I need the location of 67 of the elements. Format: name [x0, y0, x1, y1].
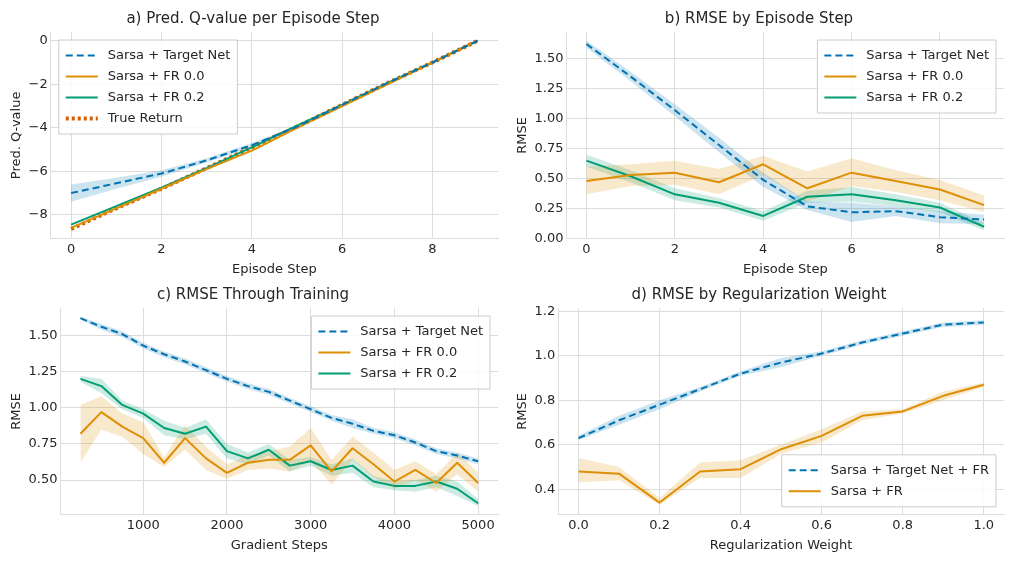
- y-tick-label: 0.50: [28, 471, 58, 487]
- x-tick-label: 2: [157, 240, 166, 256]
- x-tick-label: 6: [847, 240, 856, 256]
- x-tick-label: 5000: [461, 516, 495, 532]
- y-tick-label: 0.00: [534, 230, 564, 246]
- x-tick-label: 0.2: [649, 516, 670, 532]
- y-tick-label: 1.50: [28, 326, 58, 342]
- y-tick-label: 1.50: [534, 49, 564, 65]
- x-tick-label: 0: [66, 240, 76, 256]
- x-tick-label: 3000: [294, 516, 328, 532]
- x-tick-label: 0.6: [811, 516, 832, 532]
- y-axis-title: RMSE: [514, 117, 530, 154]
- y-tick-label: 0.8: [534, 391, 556, 407]
- chart-title: d) RMSE by Regularization Weight: [631, 284, 887, 303]
- y-tick-label: −6: [28, 162, 48, 178]
- legend-label: Sarsa + Target Net: [107, 46, 231, 62]
- y-axis-title: Pred. Q-value: [8, 91, 24, 180]
- x-tick-label: 1.0: [973, 516, 995, 532]
- chart-title: c) RMSE Through Training: [156, 284, 350, 303]
- y-tick-label: 0.4: [534, 480, 556, 496]
- y-tick-label: 1.25: [28, 363, 58, 379]
- y-tick-label: 0: [39, 32, 48, 48]
- y-tick-label: 1.25: [534, 79, 564, 95]
- legend-label: Sarsa + Target Net: [360, 322, 484, 338]
- x-tick-label: 8: [428, 240, 437, 256]
- legend-label: Sarsa + FR 0.2: [107, 88, 205, 104]
- x-tick-label: 0.8: [892, 516, 914, 532]
- x-tick-label: 0.0: [568, 516, 589, 532]
- x-tick-label: 1000: [126, 516, 160, 532]
- legend-label: True Return: [106, 109, 183, 125]
- y-tick-label: 0.50: [534, 170, 564, 186]
- legend-label: Sarsa + Target Net + FR: [830, 461, 990, 477]
- y-tick-label: −8: [28, 206, 48, 222]
- y-tick-label: −2: [28, 75, 48, 91]
- legend-label: Sarsa + FR 0.0: [360, 343, 458, 359]
- x-tick-label: 2: [670, 240, 679, 256]
- x-tick-label: 4000: [377, 516, 411, 532]
- chart-title: a) Pred. Q-value per Episode Step: [126, 8, 380, 27]
- chart-title: b) RMSE by Episode Step: [664, 8, 854, 27]
- y-tick-label: 0.25: [534, 200, 564, 216]
- x-tick-label: 8: [935, 240, 945, 256]
- x-tick-label: 4: [759, 240, 768, 256]
- y-axis-title: RMSE: [8, 393, 24, 430]
- legend-label: Sarsa + FR 0.0: [107, 67, 205, 83]
- x-tick-label: 2000: [210, 516, 244, 532]
- x-axis-title: Episode Step: [231, 260, 317, 276]
- y-tick-label: 1.00: [534, 109, 564, 125]
- y-axis-title: RMSE: [514, 393, 530, 430]
- y-tick-label: 1.0: [534, 347, 556, 363]
- x-axis-title: Episode Step: [742, 260, 828, 276]
- y-tick-label: −4: [28, 119, 48, 135]
- legend-label: Sarsa + FR 0.2: [360, 364, 458, 380]
- x-tick-label: 0: [582, 240, 591, 256]
- x-tick-label: 0.4: [730, 516, 751, 532]
- x-tick-label: 6: [338, 240, 347, 256]
- y-tick-label: 1.2: [534, 302, 556, 318]
- x-axis-title: Gradient Steps: [230, 536, 329, 552]
- y-tick-label: 0.6: [534, 436, 556, 452]
- x-tick-label: 4: [247, 240, 256, 256]
- x-axis-title: Regularization Weight: [709, 536, 853, 552]
- legend-label: Sarsa + FR 0.0: [866, 67, 964, 83]
- legend-label: Sarsa + Target Net: [866, 46, 990, 62]
- y-tick-label: 0.75: [534, 140, 564, 155]
- y-tick-label: 0.75: [28, 435, 58, 451]
- legend-label: Sarsa + FR: [830, 482, 903, 498]
- legend-label: Sarsa + FR 0.2: [866, 88, 964, 104]
- y-tick-label: 1.00: [28, 399, 58, 415]
